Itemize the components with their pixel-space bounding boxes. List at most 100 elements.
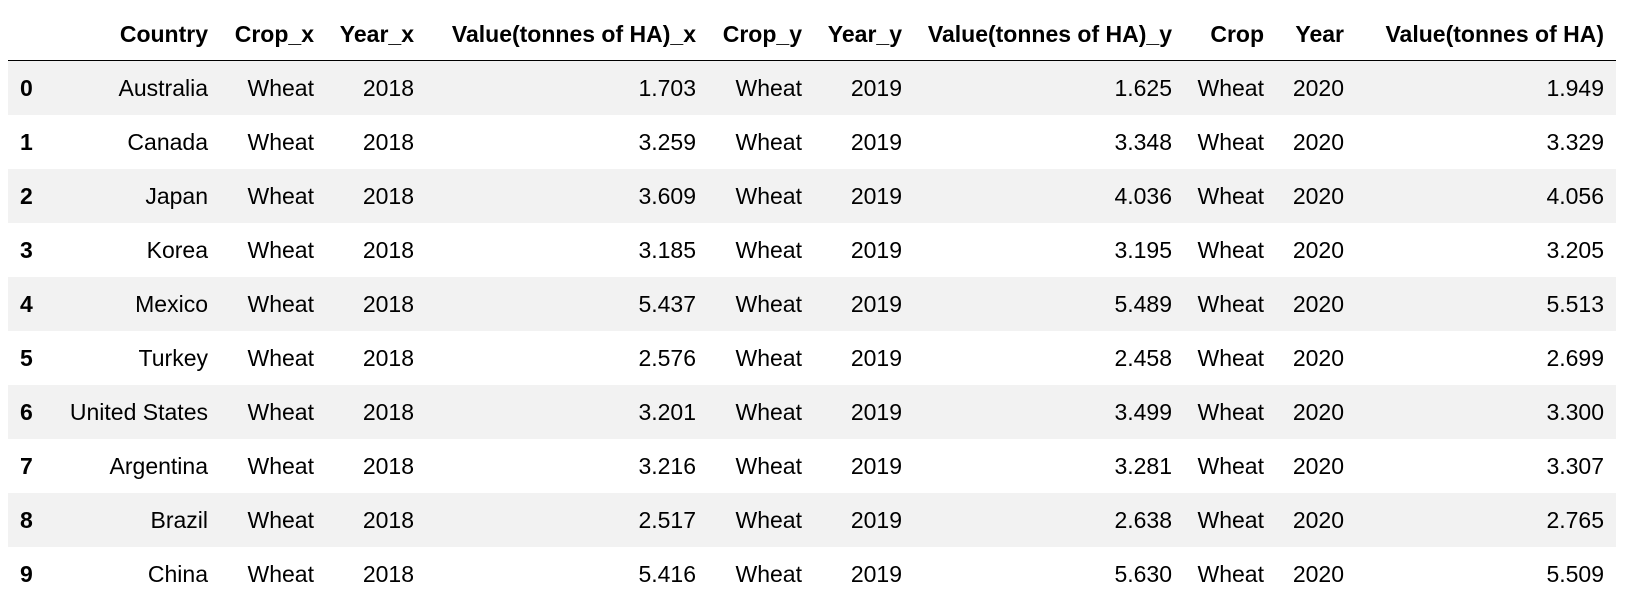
table-cell: Wheat — [247, 290, 314, 317]
table-cell: Wheat — [735, 506, 802, 533]
table-cell: Wheat — [247, 182, 314, 209]
table-cell: 4.036 — [1114, 182, 1172, 209]
header-row: Country Crop_x Year_x Value(tonnes of HA)_x… — [8, 8, 1616, 61]
table-cell: Wheat — [735, 560, 802, 587]
table-cell: 2018 — [362, 236, 414, 263]
table-cell: 2020 — [1292, 506, 1344, 533]
table-cell: Australia — [118, 74, 208, 101]
table-cell: 2018 — [362, 506, 414, 533]
table-row: 1 Canada Wheat 2018 3.259 Wheat 2019 3.348 Wheat… — [8, 115, 1616, 169]
table-cell: 2019 — [850, 290, 902, 317]
table-cell: 3.281 — [1114, 452, 1172, 479]
table-cell: 2019 — [850, 398, 902, 425]
table-cell: 2020 — [1292, 74, 1344, 101]
table-cell: Canada — [127, 128, 208, 155]
table-cell: 1.949 — [1546, 74, 1604, 101]
table-cell: 5.509 — [1546, 560, 1604, 587]
table-row: 8 Brazil Wheat 2018 2.517 Wheat 2019 2.638 Wheat… — [8, 493, 1616, 547]
row-index: 7 — [20, 452, 33, 479]
table-cell: 4.056 — [1546, 182, 1604, 209]
table-cell: 3.216 — [638, 452, 696, 479]
table-cell: 2.517 — [638, 506, 696, 533]
table-cell: Brazil — [150, 506, 208, 533]
column-header: Crop — [1184, 8, 1276, 61]
table-cell: 2.576 — [638, 344, 696, 371]
table-cell: 5.489 — [1114, 290, 1172, 317]
column-header: Value(tonnes of HA) — [1356, 8, 1616, 61]
table-cell: 2018 — [362, 74, 414, 101]
table-cell: Wheat — [1197, 236, 1264, 263]
table-row: 2 Japan Wheat 2018 3.609 Wheat 2019 4.036 Wheat 2… — [8, 169, 1616, 223]
table-cell: Wheat — [247, 560, 314, 587]
table-cell: 2020 — [1292, 344, 1344, 371]
row-index: 3 — [20, 236, 33, 263]
table-cell: 2.458 — [1114, 344, 1172, 371]
table-cell: Wheat — [247, 506, 314, 533]
table-cell: 1.625 — [1114, 74, 1172, 101]
table-cell: China — [147, 560, 208, 587]
table-cell: United States — [69, 398, 208, 425]
column-header: Crop_y — [708, 8, 814, 61]
table-cell: Turkey — [138, 344, 208, 371]
table-cell: Argentina — [109, 452, 208, 479]
table-cell: Wheat — [247, 344, 314, 371]
table-cell: Korea — [146, 236, 208, 263]
table-cell: Wheat — [735, 290, 802, 317]
table-cell: Wheat — [247, 128, 314, 155]
table-row: 5 Turkey Wheat 2018 2.576 Wheat 2019 2.458 Wheat… — [8, 331, 1616, 385]
table-cell: Wheat — [1197, 560, 1264, 587]
row-index: 5 — [20, 344, 33, 371]
table-cell: 2020 — [1292, 236, 1344, 263]
table-cell: 3.201 — [638, 398, 696, 425]
table-cell: 2019 — [850, 236, 902, 263]
table-cell: 2020 — [1292, 398, 1344, 425]
column-header: Country — [46, 8, 220, 61]
table-row: 6 United States Wheat 2018 3.201 Wheat 2019 3.4… — [8, 385, 1616, 439]
table-cell: 1.703 — [638, 74, 696, 101]
table-cell: Wheat — [1197, 182, 1264, 209]
index-header — [8, 8, 46, 61]
column-header: Year — [1276, 8, 1356, 61]
row-index: 1 — [20, 128, 33, 155]
table-row: 4 Mexico Wheat 2018 5.437 Wheat 2019 5.489 Wheat… — [8, 277, 1616, 331]
table-cell: Wheat — [1197, 128, 1264, 155]
table-cell: 2019 — [850, 182, 902, 209]
table-cell: Wheat — [735, 344, 802, 371]
table-cell: 5.630 — [1114, 560, 1172, 587]
table-cell: Wheat — [1197, 452, 1264, 479]
table-cell: Wheat — [735, 398, 802, 425]
table-cell: 3.307 — [1546, 452, 1604, 479]
row-index: 8 — [20, 506, 33, 533]
table-cell: 2018 — [362, 452, 414, 479]
table-cell: 2020 — [1292, 182, 1344, 209]
table-cell: 2018 — [362, 344, 414, 371]
table-cell: Wheat — [735, 236, 802, 263]
dataframe-output: Country Crop_x Year_x Value(tonnes of HA)_x… — [8, 8, 1616, 601]
table-cell: Wheat — [1197, 290, 1264, 317]
table-row: 9 China Wheat 2018 5.416 Wheat 2019 5.630 Wheat 2… — [8, 547, 1616, 601]
table-row: 3 Korea Wheat 2018 3.185 Wheat 2019 3.195 Wheat 2… — [8, 223, 1616, 277]
row-index: 9 — [20, 560, 33, 587]
table-cell: 2020 — [1292, 290, 1344, 317]
table-cell: Japan — [145, 182, 208, 209]
table-cell: Wheat — [247, 74, 314, 101]
table-cell: Wheat — [735, 74, 802, 101]
column-header: Year_y — [814, 8, 914, 61]
table-cell: Wheat — [1197, 74, 1264, 101]
table-cell: Wheat — [247, 398, 314, 425]
table-row: 7 Argentina Wheat 2018 3.216 Wheat 2019 3.281 Wh… — [8, 439, 1616, 493]
table-cell: 3.185 — [638, 236, 696, 263]
table-cell: 2019 — [850, 452, 902, 479]
table-cell: 2018 — [362, 290, 414, 317]
table-cell: 3.609 — [638, 182, 696, 209]
row-index: 2 — [20, 182, 33, 209]
table-header: Country Crop_x Year_x Value(tonnes of HA)_x… — [8, 8, 1616, 61]
table-cell: 2019 — [850, 74, 902, 101]
table-cell: 5.513 — [1546, 290, 1604, 317]
table-cell: 2020 — [1292, 452, 1344, 479]
row-index: 6 — [20, 398, 33, 425]
table-cell: 3.348 — [1114, 128, 1172, 155]
row-index: 0 — [20, 74, 33, 101]
column-header: Crop_x — [220, 8, 326, 61]
table-cell: Wheat — [247, 452, 314, 479]
